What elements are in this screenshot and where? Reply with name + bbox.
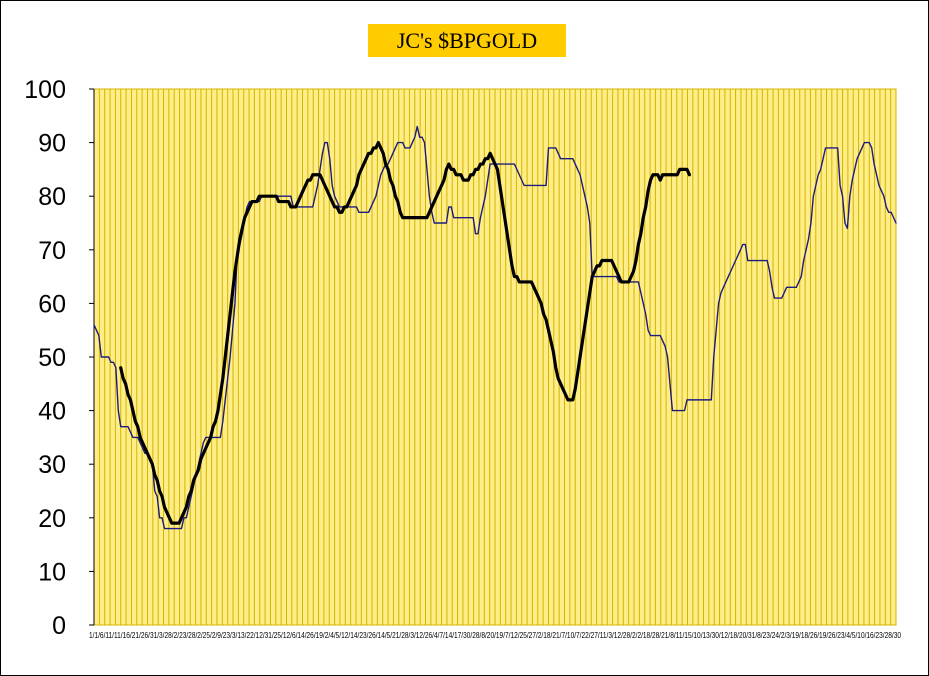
y-tick-label: 0 [52,612,66,640]
y-tick-label: 70 [38,237,66,265]
series-line-smoothed [119,141,692,525]
y-tick-label: 40 [38,398,66,426]
chart-title: JC's $BPGOLD [368,24,566,57]
y-tick-label: 30 [38,451,66,479]
y-tick-label: 80 [38,183,66,211]
y-tick-label: 50 [38,344,66,372]
y-tick-label: 90 [38,130,66,158]
y-tick-label: 100 [24,76,66,104]
y-tick-label: 20 [38,505,66,533]
x-tick-labels: 1/1/6/11/11/16/21/26/31/3/28/2/23/28/2/2… [89,631,901,640]
y-tick-label: 10 [38,558,66,586]
y-tick-label: 60 [38,290,66,318]
